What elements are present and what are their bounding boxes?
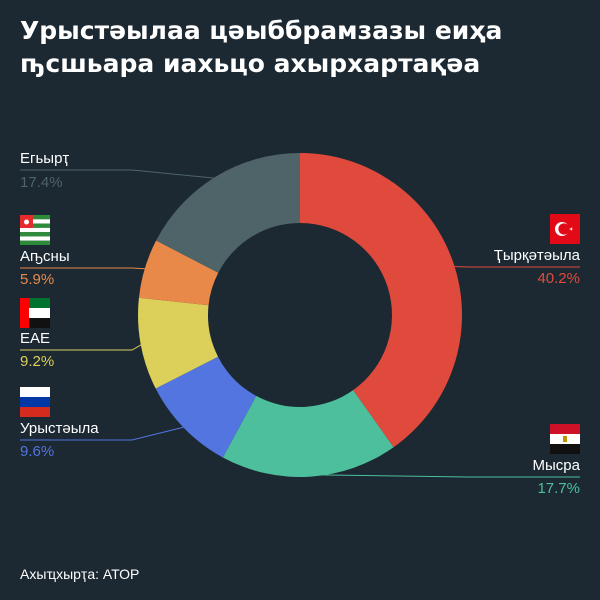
slice-0 (300, 153, 462, 448)
slice-label-4: Аҧсны (20, 248, 70, 265)
slice-value-2: 9.6% (20, 443, 54, 460)
slice-value-5: 17.4% (20, 174, 63, 191)
leader-line-2 (20, 426, 186, 441)
leader-line-3 (20, 343, 143, 351)
chart-title: Урыстәылаа цәыббрамзазы еиҳа ҧсшьара иах… (20, 16, 503, 78)
flag-icon-abkhazia (20, 215, 50, 245)
slice-3 (138, 297, 219, 389)
slice-value-4: 5.9% (20, 271, 54, 288)
slice-label-0: Ҭырқәтәыла (494, 247, 581, 264)
slice-5 (156, 153, 300, 273)
leader-line-4 (20, 267, 147, 270)
slice-value-0: 40.2% (537, 270, 580, 287)
slice-value-1: 17.7% (537, 480, 580, 497)
slice-label-1: Мысра (533, 457, 581, 474)
flag-icon-egypt (550, 424, 580, 454)
flag-icon-turkey (550, 214, 580, 244)
leader-line-1 (309, 474, 580, 478)
flag-icon-russia (20, 387, 50, 417)
slice-2 (155, 356, 257, 458)
slice-label-3: ЕАЕ (20, 330, 50, 347)
slice-value-3: 9.2% (20, 353, 54, 370)
leader-line-5 (20, 169, 217, 179)
slice-label-2: Урыстәыла (20, 420, 99, 437)
slice-1 (222, 390, 394, 477)
slice-label-5: Егьырҭ (20, 150, 69, 167)
source-note: Ахыҵхырҭа: АТОР (20, 566, 140, 582)
flag-icon-uae (20, 298, 50, 328)
slice-4 (138, 240, 219, 306)
